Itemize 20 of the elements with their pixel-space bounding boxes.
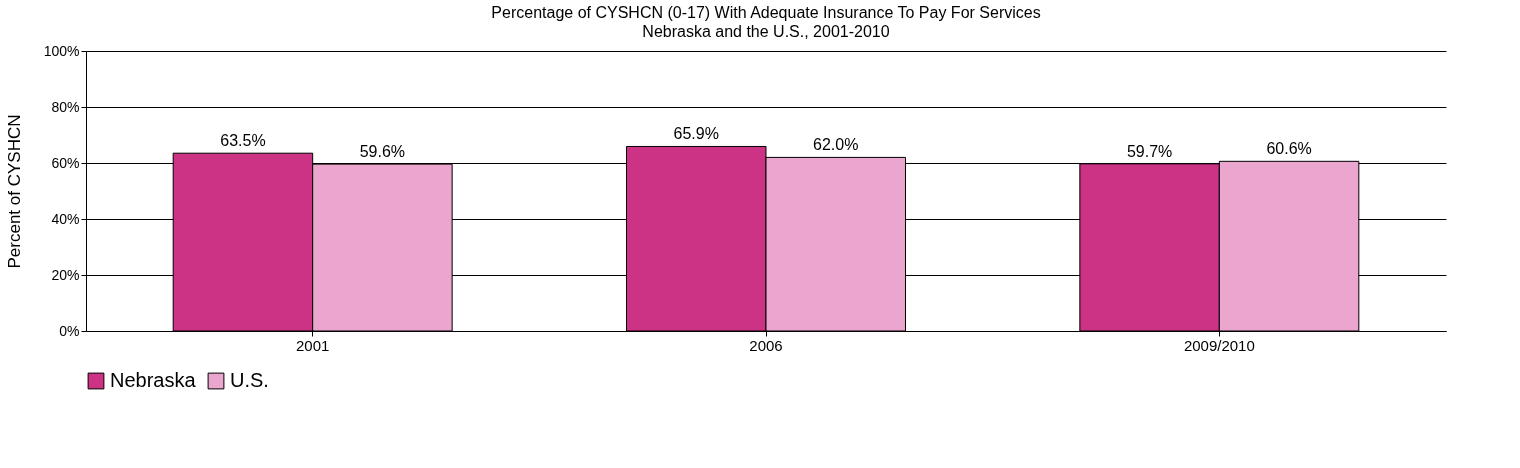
y-tick-label: 40% (51, 210, 80, 227)
data-label: 59.6% (359, 143, 406, 161)
y-tick-label: 60% (51, 154, 80, 171)
data-label: 60.6% (1266, 140, 1312, 158)
data-label: 63.5% (220, 132, 266, 150)
y-tick-label: 0% (59, 322, 80, 339)
y-tick-label: 20% (51, 266, 80, 283)
data-label: 65.9% (673, 125, 719, 143)
y-tick-label: 100% (43, 42, 80, 59)
data-label: 59.7% (1126, 142, 1173, 160)
data-label: 62.0% (813, 136, 859, 154)
y-tick-label: 80% (51, 98, 80, 115)
chart-subtitle: Nebraska and the U.S., 2001-2010 (642, 23, 890, 40)
x-tick-label: 2009/2010 (1183, 336, 1255, 354)
x-tick-label: 2006 (749, 336, 783, 354)
legend-label: U.S. (230, 369, 269, 391)
x-tick-label: 2001 (295, 336, 330, 354)
chart-title: Percentage of CYSHCN (0-17) With Adequate Insurance To Pay For Services (491, 4, 1041, 21)
y-axis-title: Percent of CYSHCN (4, 114, 24, 269)
legend-label: Nebraska (110, 369, 197, 391)
